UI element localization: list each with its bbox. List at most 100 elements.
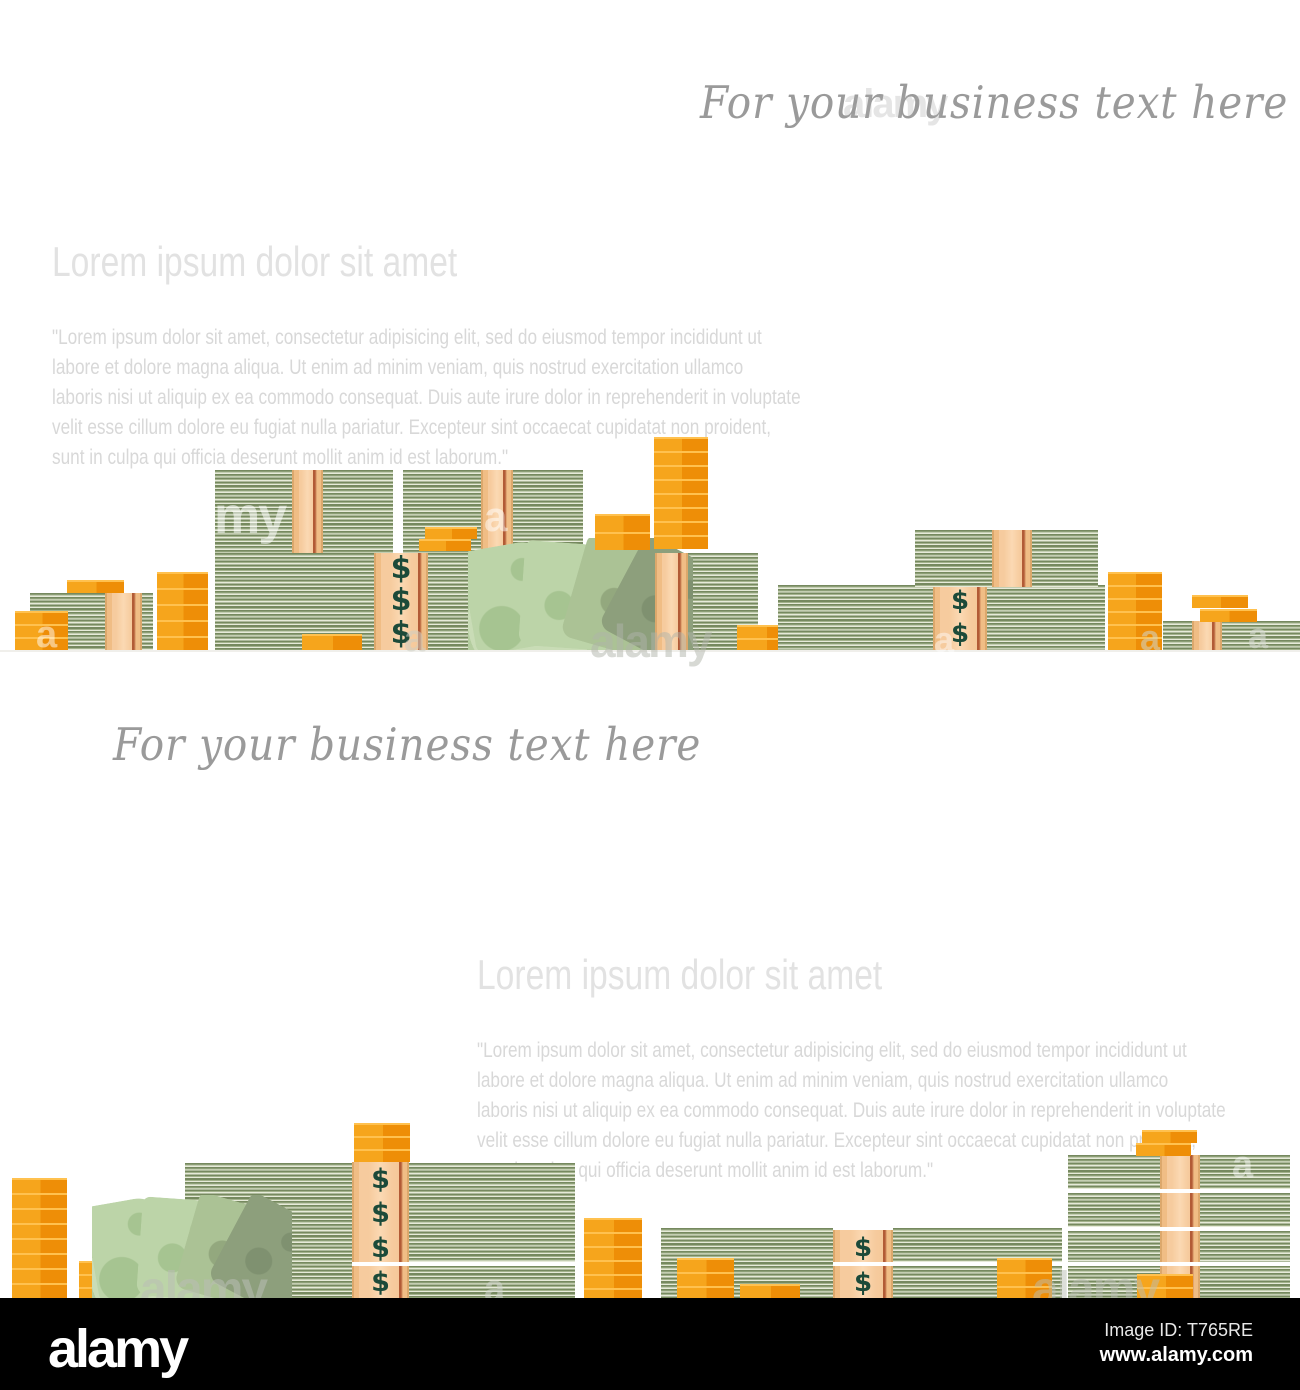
bundle-divider-line xyxy=(1068,1189,1290,1193)
money-band xyxy=(105,593,142,650)
lorem-line: velit esse cillum dolore eu fugiat nulla… xyxy=(52,415,771,439)
bundle-divider-line xyxy=(1068,1262,1290,1266)
money-band xyxy=(292,470,323,555)
coin xyxy=(997,1286,1052,1300)
coin xyxy=(425,527,477,539)
money-bundle xyxy=(409,1163,575,1300)
coin-stack xyxy=(1200,609,1257,622)
coin xyxy=(1108,598,1162,611)
coin-stack xyxy=(1136,1130,1197,1156)
bundle-divider-line xyxy=(352,1262,575,1266)
coin xyxy=(12,1238,67,1253)
coin xyxy=(419,539,471,551)
coin xyxy=(654,465,708,479)
coin xyxy=(354,1136,410,1149)
fanned-bills xyxy=(92,1195,292,1300)
money-band xyxy=(1192,621,1222,650)
lorem-block-top: Lorem ipsum dolor sit amet "Lorem ipsum … xyxy=(52,238,801,472)
script-headline-top: For your business text here xyxy=(700,76,1289,129)
coin xyxy=(12,1208,67,1223)
coin xyxy=(584,1274,642,1288)
coin-stack xyxy=(997,1258,1052,1300)
coin xyxy=(1108,637,1162,650)
dollar-symbol: $ xyxy=(853,1267,873,1298)
coin xyxy=(354,1149,410,1162)
coin-stack xyxy=(1137,1274,1193,1300)
coin xyxy=(677,1258,734,1272)
dollar-symbol: $ xyxy=(371,1163,390,1195)
lorem-line: laboris nisi ut aliquip ex ea commodo co… xyxy=(52,385,801,409)
image-id: Image ID: T765RE xyxy=(1104,1320,1253,1340)
coin xyxy=(1200,609,1257,622)
money-band xyxy=(481,470,513,555)
lorem-line: "Lorem ipsum dolor sit amet, consectetur… xyxy=(477,1038,1187,1062)
coin xyxy=(595,532,650,550)
dollar-symbol: $ xyxy=(950,586,970,617)
coin xyxy=(654,507,708,521)
dollar-symbol: $ xyxy=(390,615,412,651)
bundle-divider-line xyxy=(833,1262,1062,1266)
coin-stack xyxy=(12,1178,67,1298)
lorem-heading: Lorem ipsum dolor sit amet xyxy=(477,951,883,998)
coin xyxy=(12,1283,67,1298)
dollar-symbol: $ xyxy=(390,551,412,587)
coin xyxy=(157,572,208,588)
coin-stack xyxy=(354,1123,410,1162)
lorem-heading: Lorem ipsum dolor sit amet xyxy=(52,238,458,285)
coin xyxy=(12,1223,67,1238)
script-headline-middle: For your business text here xyxy=(113,718,702,771)
coin-stack xyxy=(595,514,650,550)
dollar-symbol: $ xyxy=(853,1232,873,1263)
money-band xyxy=(992,530,1032,587)
dollar-band: $ $ xyxy=(933,585,987,650)
coin-stack xyxy=(419,527,477,551)
dollar-symbol: $ xyxy=(950,618,970,649)
coin-stack xyxy=(584,1218,642,1302)
coin xyxy=(1108,572,1162,585)
dollar-symbol: $ xyxy=(390,583,412,619)
coin xyxy=(157,620,208,636)
coin xyxy=(12,1193,67,1208)
coin-stack xyxy=(740,1284,800,1300)
coin-stack xyxy=(302,634,362,650)
coin xyxy=(654,521,708,535)
coin xyxy=(654,535,708,549)
dollar-symbol: $ xyxy=(371,1232,390,1264)
coin xyxy=(1108,585,1162,598)
coin-stack xyxy=(1108,572,1162,650)
coin xyxy=(997,1272,1052,1286)
lorem-paragraph: "Lorem ipsum dolor sit amet, consectetur… xyxy=(52,322,801,472)
coin xyxy=(157,588,208,604)
coin xyxy=(12,1253,67,1268)
coin xyxy=(15,637,68,650)
coin xyxy=(997,1258,1052,1272)
coin xyxy=(654,493,708,507)
lorem-line: "Lorem ipsum dolor sit amet, consectetur… xyxy=(52,325,762,349)
coin-stack xyxy=(67,580,124,593)
coin xyxy=(654,479,708,493)
lorem-block-bottom: Lorem ipsum dolor sit amet "Lorem ipsum … xyxy=(477,951,1226,1185)
lorem-line: labore et dolore magna aliqua. Ut enim a… xyxy=(477,1068,1169,1092)
coin xyxy=(1137,1287,1193,1300)
dollar-band: $ $ $ $ xyxy=(352,1162,409,1300)
coin-stack xyxy=(677,1258,734,1300)
coin xyxy=(157,604,208,620)
coin xyxy=(354,1123,410,1136)
coin xyxy=(1136,1143,1191,1156)
coin xyxy=(595,514,650,532)
coin xyxy=(1108,624,1162,637)
coin xyxy=(15,611,68,624)
lorem-line: velit esse cillum dolore eu fugiat nulla… xyxy=(477,1128,1196,1152)
coin-stack xyxy=(654,437,708,549)
coin xyxy=(677,1272,734,1286)
coin xyxy=(1192,595,1248,608)
coin xyxy=(584,1260,642,1274)
footer-bar: alamy Image ID: T765RE www.alamy.com xyxy=(0,1298,1300,1390)
coin xyxy=(584,1218,642,1232)
coin-stack xyxy=(1192,595,1248,608)
alamy-logo: alamy xyxy=(48,1319,189,1379)
coin xyxy=(12,1268,67,1283)
fanned-bills xyxy=(468,538,693,650)
bundle-divider-line xyxy=(0,650,1300,652)
